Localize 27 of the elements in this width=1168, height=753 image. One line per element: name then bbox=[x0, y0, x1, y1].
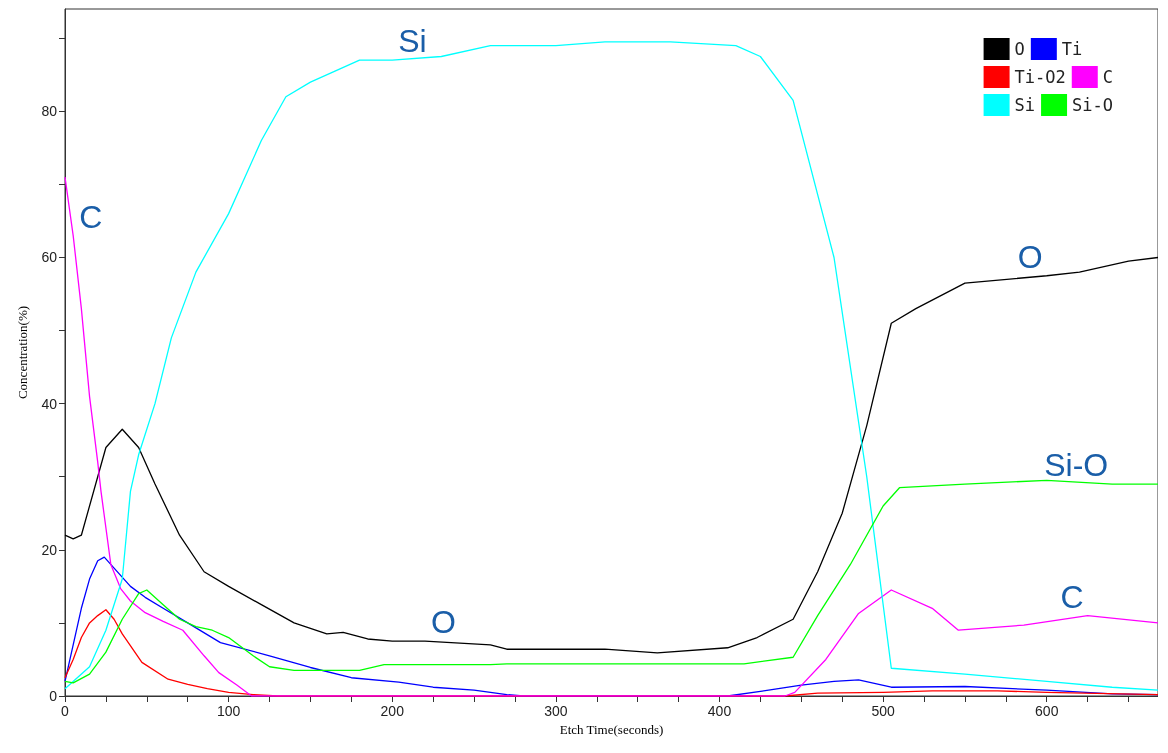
x-tick-label: 0 bbox=[61, 703, 70, 719]
annotation: C bbox=[79, 198, 103, 235]
legend-label: Si bbox=[1014, 95, 1036, 115]
legend-label: C bbox=[1102, 67, 1114, 87]
x-axis-title: Etch Time(seconds) bbox=[559, 721, 664, 737]
annotation: Si bbox=[398, 23, 427, 60]
x-tick-label: 100 bbox=[216, 703, 241, 719]
x-tick-label: 600 bbox=[1035, 703, 1059, 719]
legend-label: Ti-O2 bbox=[1014, 67, 1066, 87]
annotation: Si-O bbox=[1044, 447, 1109, 484]
x-tick-label: 500 bbox=[871, 703, 896, 719]
y-tick-label: 20 bbox=[41, 541, 58, 558]
x-tick-label: 300 bbox=[544, 703, 568, 719]
line-series bbox=[64, 479, 1158, 684]
y-tick-label: 40 bbox=[41, 395, 58, 412]
annotation: C bbox=[1060, 578, 1084, 615]
y-tick-label: 60 bbox=[41, 249, 58, 266]
y-tick-label: 80 bbox=[41, 103, 58, 120]
x-tick-label: 200 bbox=[380, 703, 405, 719]
annotation: O bbox=[1017, 238, 1043, 275]
annotation: O bbox=[430, 604, 456, 641]
x-tick-label: 400 bbox=[707, 703, 732, 719]
legend-label: O bbox=[1014, 39, 1025, 59]
y-axis-title: Concentration(%) bbox=[15, 305, 30, 400]
y-tick-label: 0 bbox=[49, 688, 58, 704]
legend-label: Si-O bbox=[1072, 95, 1114, 115]
legend-label: Ti bbox=[1061, 39, 1083, 59]
